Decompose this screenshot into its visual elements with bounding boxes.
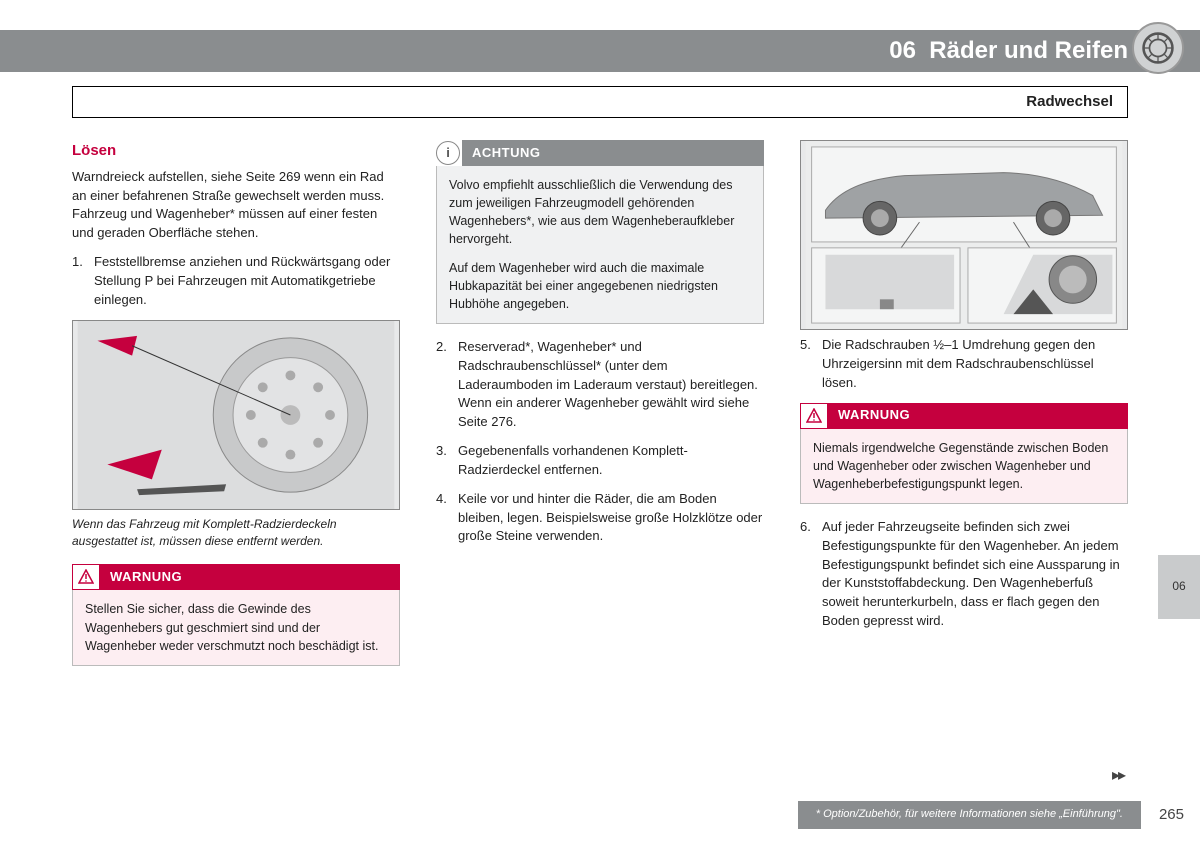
figure-caption: Wenn das Fahrzeug mit Komplett-Radzierde…: [72, 516, 400, 551]
section-subheader: Radwechsel: [72, 86, 1128, 118]
column-3: 5.Die Radschrauben ½–1 Umdrehung gegen d…: [800, 140, 1128, 775]
column-2: i ACHTUNG Volvo empfiehlt ausschließlich…: [436, 140, 764, 775]
figure-car-jack: [800, 140, 1128, 330]
warning-icon: [800, 403, 828, 429]
warning-body: Stellen Sie sicher, dass die Gewinde des…: [72, 590, 400, 665]
warning-box-2: WARNUNG Niemals irgendwelche Gegenstände…: [800, 403, 1128, 504]
column-1: Lösen Warndreieck aufstellen, siehe Seit…: [72, 140, 400, 775]
page-footer: * Option/Zubehör, für weitere Informatio…: [798, 801, 1184, 829]
side-tab: 06: [1158, 555, 1200, 619]
section-title: Lösen: [72, 140, 400, 162]
note-label: ACHTUNG: [462, 140, 764, 166]
note-body: Volvo empfiehlt ausschließlich die Verwe…: [436, 166, 764, 324]
warning-box-1: WARNUNG Stellen Sie sicher, dass die Gew…: [72, 564, 400, 665]
note-box: i ACHTUNG Volvo empfiehlt ausschließlich…: [436, 140, 764, 324]
intro-text: Warndreieck aufstellen, siehe Seite 269 …: [72, 168, 400, 243]
chapter-header: 06 Räder und Reifen: [0, 30, 1200, 72]
continuation-marker: ▸▸: [1112, 764, 1124, 787]
step-2: 2.Reserverad*, Wagenheber* und Radschrau…: [436, 338, 764, 432]
step-3: 3.Gegebenenfalls vorhandenen Komplett-Ra…: [436, 442, 764, 480]
chapter-title: 06 Räder und Reifen: [889, 34, 1128, 69]
page-number: 265: [1159, 804, 1184, 826]
warning-label: WARNUNG: [100, 564, 400, 590]
step-6: 6.Auf jeder Fahrzeugseite befinden sich …: [800, 518, 1128, 631]
figure-wheel: [72, 320, 400, 510]
subheader-text: Radwechsel: [1026, 91, 1113, 113]
tire-icon: [1132, 22, 1184, 74]
warning-icon: [72, 564, 100, 590]
warning-body: Niemals irgendwelche Gegenstände zwische…: [800, 429, 1128, 504]
step-4: 4.Keile vor und hinter die Räder, die am…: [436, 490, 764, 547]
content-columns: Lösen Warndreieck aufstellen, siehe Seit…: [72, 140, 1128, 775]
step-1: 1.Feststellbremse anziehen und Rückwärts…: [72, 253, 400, 310]
info-icon: i: [436, 141, 460, 165]
warning-label: WARNUNG: [828, 403, 1128, 429]
footnote: * Option/Zubehör, für weitere Informatio…: [798, 801, 1141, 829]
step-5: 5.Die Radschrauben ½–1 Umdrehung gegen d…: [800, 336, 1128, 393]
